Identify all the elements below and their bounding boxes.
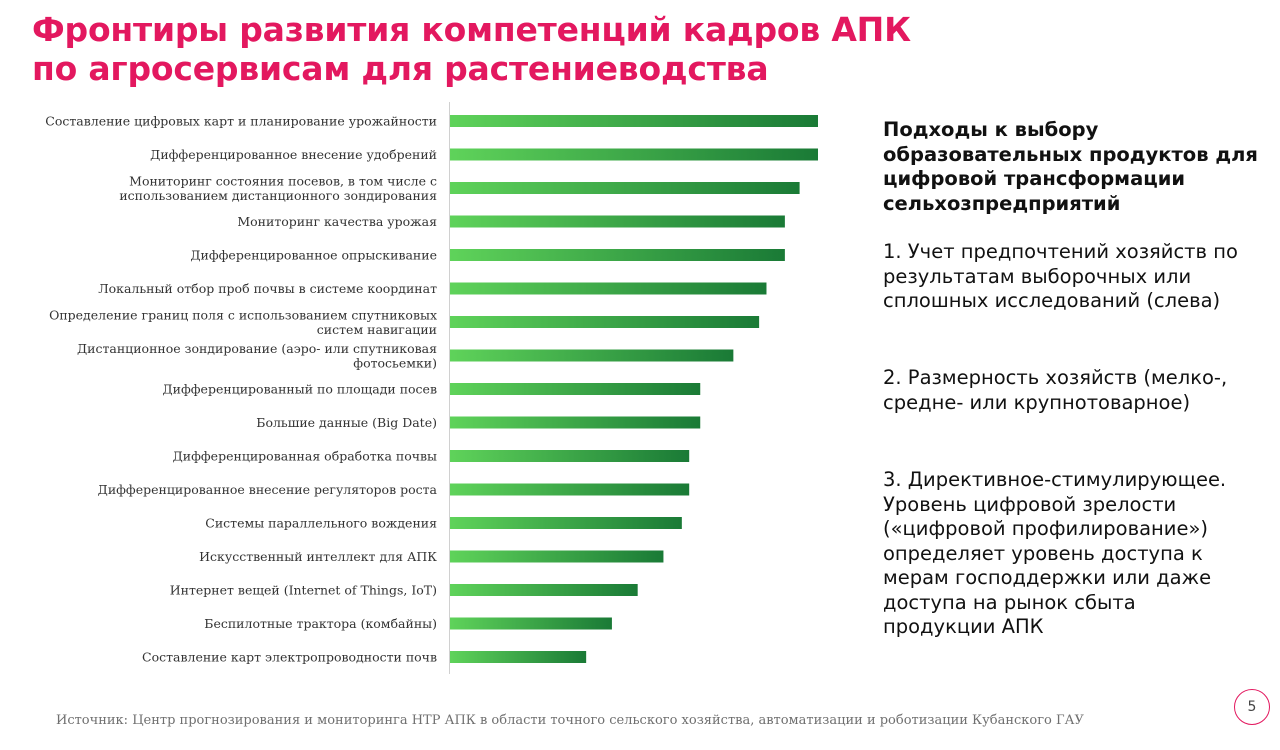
source-footnote: Источник: Центр прогнозирования и монито… bbox=[56, 713, 1084, 728]
category-label: Дифференцированное внесение регуляторов … bbox=[98, 482, 438, 497]
approach-line: результатам выборочных или bbox=[883, 264, 1192, 288]
approach-line: 3. Директивное-стимулирующее. bbox=[883, 468, 1227, 491]
bar bbox=[450, 115, 818, 127]
bar bbox=[450, 282, 767, 295]
bar bbox=[450, 517, 682, 529]
bar bbox=[450, 148, 818, 161]
page-number-badge: 5 bbox=[1234, 689, 1270, 725]
panel-heading: Подходы к выбору образовательных продукт… bbox=[883, 118, 1263, 216]
panel-heading-line: образовательных продуктов для bbox=[883, 142, 1258, 166]
bar bbox=[450, 249, 785, 261]
approach-line: Уровень цифровой зрелости bbox=[883, 492, 1177, 516]
approach-line: продукции АПК bbox=[883, 615, 1044, 638]
category-label: Большие данные (Big Date) bbox=[256, 415, 437, 430]
approach-line: 2. Размерность хозяйств (мелко-, bbox=[883, 366, 1228, 389]
title-line-1: Фронтиры развития компетенций кадров АПК bbox=[32, 10, 911, 49]
approach-line: сплошных исследований (слева) bbox=[883, 289, 1221, 312]
panel-heading-line: Подходы к выбору bbox=[883, 118, 1099, 141]
category-labels-group: Составление цифровых карт и планирование… bbox=[45, 114, 437, 665]
category-label: Беспилотные трактора (комбайны) bbox=[204, 616, 437, 631]
approach-line: определяет уровень доступа к bbox=[883, 541, 1203, 565]
approach-line: 1. Учет предпочтений хозяйств по bbox=[883, 240, 1238, 263]
approach-item-2: 2. Размерность хозяйств (мелко-, средне-… bbox=[883, 366, 1227, 415]
bar bbox=[450, 349, 734, 362]
category-label: Мониторинг состояния посевов, в том числ… bbox=[129, 173, 437, 188]
panel-heading-line: сельхозпредприятий bbox=[883, 191, 1121, 215]
category-label: Локальный отбор проб почвы в системе коо… bbox=[98, 281, 437, 296]
bar bbox=[450, 316, 760, 328]
page-number: 5 bbox=[1247, 699, 1257, 715]
category-label: Дифференцированное внесение удобрений bbox=[150, 147, 437, 162]
approach-line: («цифровой профилирование») bbox=[883, 517, 1209, 540]
approach-item-3: 3. Директивное-стимулирующее. Уровень ци… bbox=[883, 468, 1226, 640]
bar bbox=[450, 450, 690, 462]
bar bbox=[450, 182, 800, 194]
category-label: Дифференцированное опрыскивание bbox=[190, 248, 437, 263]
bar bbox=[450, 215, 785, 228]
approach-line: мерам господдержки или даже bbox=[883, 566, 1212, 589]
category-label: Дифференцированная обработка почвы bbox=[173, 449, 437, 464]
bar bbox=[450, 383, 701, 395]
bar bbox=[450, 617, 612, 630]
category-label: использованием дистанционного зондирован… bbox=[119, 188, 437, 203]
bar bbox=[450, 651, 587, 663]
category-label: Составление карт электропроводности почв bbox=[142, 650, 437, 665]
bar bbox=[450, 416, 701, 429]
panel-heading-line: цифровой трансформации bbox=[883, 167, 1186, 190]
approach-line: доступа на рынок сбыта bbox=[883, 590, 1136, 614]
approach-line: средне- или крупнотоварное) bbox=[883, 390, 1191, 414]
bars-group bbox=[450, 115, 818, 663]
category-label: Составление цифровых карт и планирование… bbox=[45, 114, 437, 129]
slide-title: Фронтиры развития компетенций кадров АПК… bbox=[32, 10, 1032, 88]
approaches-panel: Подходы к выбору образовательных продукт… bbox=[883, 118, 1263, 638]
bar bbox=[450, 483, 690, 496]
category-label: Системы параллельного вождения bbox=[205, 516, 437, 531]
category-label: фотосьемки) bbox=[353, 355, 437, 370]
category-label: Определение границ поля с использованием… bbox=[49, 307, 437, 322]
category-label: Мониторинг качества урожая bbox=[237, 214, 437, 229]
category-label: Искусственный интеллект для АПК bbox=[199, 549, 437, 564]
competency-bar-chart: Составление цифровых карт и планирование… bbox=[45, 102, 818, 674]
bar bbox=[450, 550, 664, 563]
category-label: Дифференцированный по площади посев bbox=[163, 382, 438, 397]
category-label: систем навигации bbox=[317, 322, 437, 337]
approach-item-1: 1. Учет предпочтений хозяйств по результ… bbox=[883, 240, 1238, 314]
category-label: Дистанционное зондирование (аэро- или сп… bbox=[77, 341, 437, 356]
bar bbox=[450, 584, 638, 596]
category-label: Интернет вещей (Internet of Things, IoT) bbox=[170, 583, 437, 598]
title-line-2: по агросервисам для растениеводства bbox=[32, 49, 769, 88]
